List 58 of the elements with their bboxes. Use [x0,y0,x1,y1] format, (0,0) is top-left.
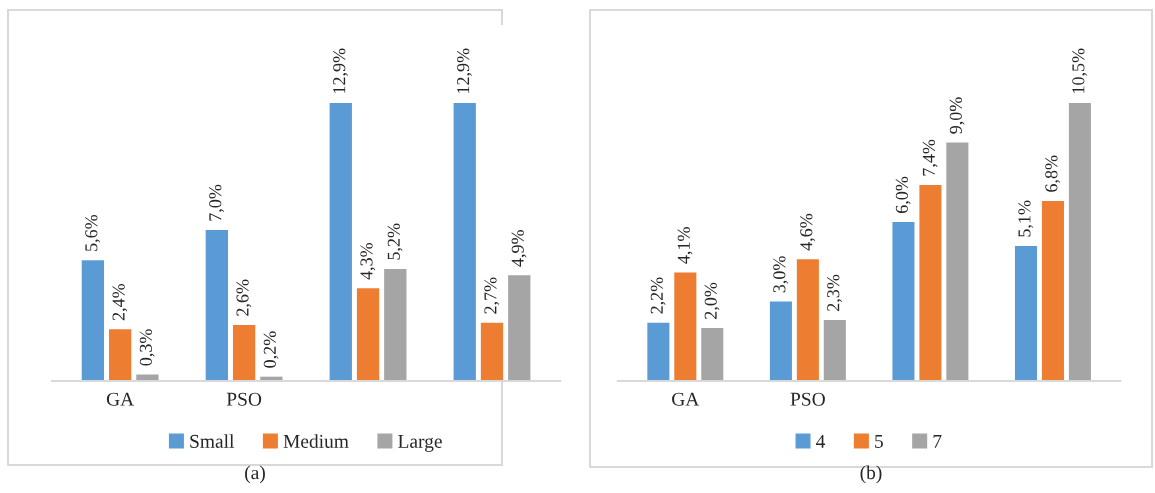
bar [508,275,531,381]
bar [647,322,670,381]
bar [356,288,380,381]
text: (a) [245,465,265,484]
legend-label: 7 [933,434,942,448]
bar [823,320,846,381]
legend-label: 4 [816,434,826,448]
data-label: 12,9% [457,48,472,93]
legend-label: Small [190,434,235,448]
data-label: 5,6% [85,214,100,251]
data-label: 2,0% [704,282,720,319]
legend-label: Medium [283,434,349,448]
x-tick-label: GA [106,392,135,406]
data-label: 4,6% [800,213,815,251]
x-tick-label: PSO [790,392,825,406]
bar [796,259,819,381]
bar [1041,200,1064,381]
bar [205,230,228,381]
data-label: 4,9% [511,230,527,267]
data-label: 5,2% [387,223,403,260]
x-tick-label: PSO [226,392,262,406]
data-label: 4,1% [677,227,693,264]
bar [81,260,105,381]
bar [1068,102,1091,381]
data-label: 5,1% [1018,200,1034,237]
x-tick-label: GA [672,392,700,406]
bar [453,102,476,381]
text: (b) [860,465,882,484]
data-label: 9,0% [949,97,965,134]
bar [384,268,407,381]
bar [232,324,256,381]
bar [329,102,352,381]
data-label: 4,3% [360,242,376,280]
legend-label: 5 [875,434,883,448]
data-label: 2,7% [484,277,500,314]
data-label: 0,2% [263,331,279,368]
bar [769,301,792,381]
data-label: 10,5% [1072,48,1088,93]
bar [1014,245,1038,381]
data-label: 7,4% [922,139,938,176]
bar [108,329,132,381]
data-label: 6,8% [1045,155,1061,192]
bar [674,272,697,381]
bar [892,222,915,381]
data-label: 2,6% [236,279,252,316]
data-label: 2,4% [112,283,128,321]
data-label: 12,9% [333,48,348,93]
bar [480,322,504,381]
data-label: 7,0% [209,184,224,221]
data-label: 2,2% [650,277,666,314]
bar [701,328,724,381]
bar [919,184,942,381]
legend-label: Large [398,434,442,452]
data-label: 6,0% [895,176,911,213]
bar [946,142,969,381]
data-label: 2,3% [827,274,842,311]
data-label: 3,0% [773,256,789,293]
data-label: 0,3% [139,329,155,366]
